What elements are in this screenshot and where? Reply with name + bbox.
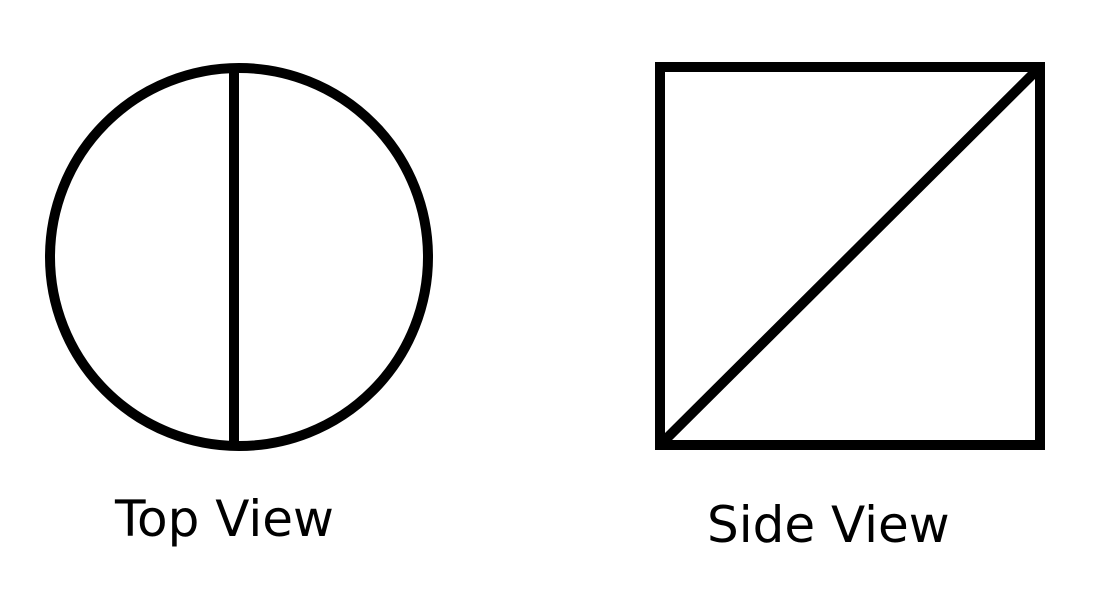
side-view-diagonal-line (656, 63, 1044, 449)
side-view-square (655, 62, 1045, 450)
top-view-label: Top View (115, 490, 334, 548)
side-view-label: Side View (707, 496, 950, 554)
side-view-figure (655, 62, 1045, 450)
top-view-figure (45, 63, 433, 451)
